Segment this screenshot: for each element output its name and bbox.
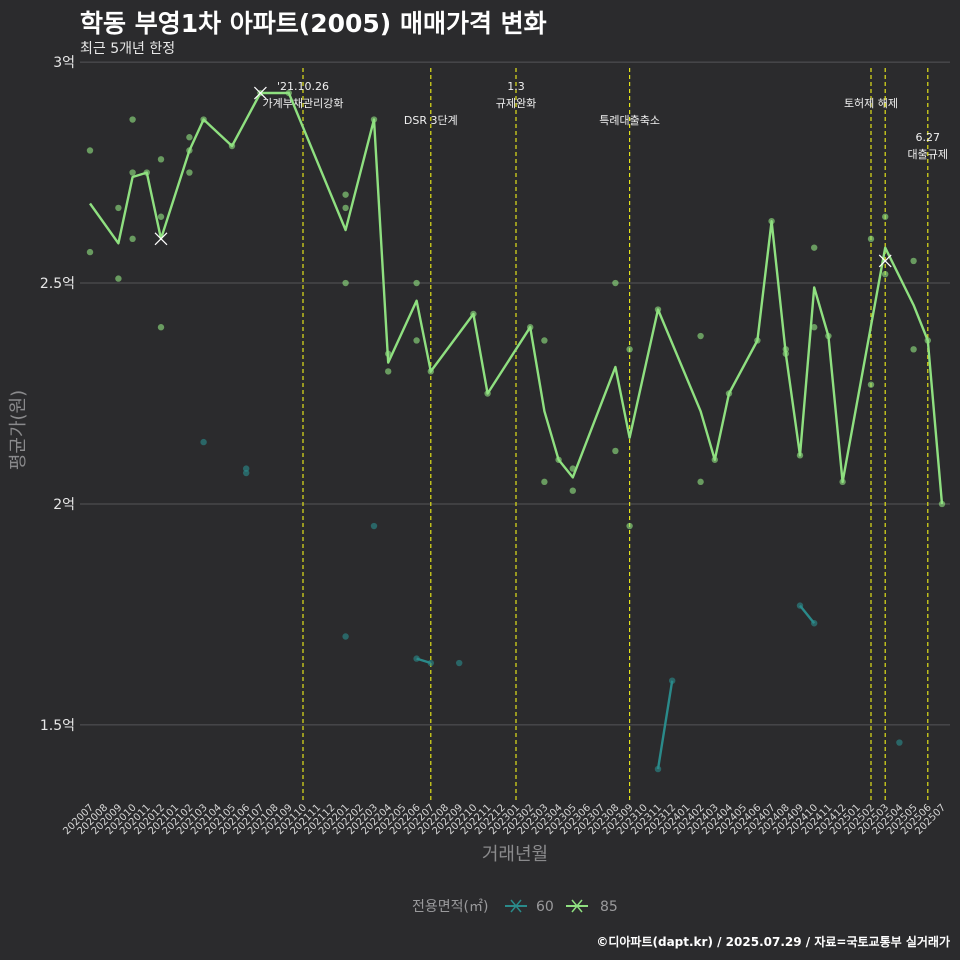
point-85 xyxy=(612,279,619,287)
point-60 xyxy=(243,469,250,477)
chart-subtitle: 최근 5개년 한정 xyxy=(80,41,176,57)
point-85 xyxy=(612,447,619,455)
axis-layer: 1.5억2억2.5억3억2020072020082020092020102020… xyxy=(40,55,948,837)
legend-85-cross-icon xyxy=(571,899,583,913)
y-tick-label: 3억 xyxy=(53,55,75,71)
point-85 xyxy=(115,204,122,212)
event-label: 6.27 xyxy=(916,131,941,144)
event-label: '21.10.26 xyxy=(277,80,329,93)
point-85 xyxy=(186,134,193,141)
point-85 xyxy=(129,116,136,123)
point-85 xyxy=(697,478,704,486)
event-label: 대출규제 xyxy=(908,148,948,161)
point-85 xyxy=(867,235,875,243)
legend-60-cross-icon xyxy=(510,899,522,913)
point-85 xyxy=(541,478,548,486)
point-60 xyxy=(669,677,676,684)
legend-label-85: 85 xyxy=(600,899,618,915)
point-85 xyxy=(413,279,420,287)
point-85 xyxy=(626,346,633,353)
source-caption: ©디아파트(dapt.kr) / 2025.07.29 / 자료=국토교통부 실… xyxy=(596,935,950,949)
point-85 xyxy=(86,147,94,154)
event-label: 토허제 해제 xyxy=(844,96,898,110)
legend: 전용면적(㎡) 60 85 xyxy=(412,899,618,915)
point-60 xyxy=(370,522,378,530)
point-85 xyxy=(342,204,349,212)
series-line-85 xyxy=(89,91,944,505)
series-line-60 xyxy=(799,604,816,625)
point-85 xyxy=(129,235,136,243)
x-axis-title: 거래년월 xyxy=(482,844,548,865)
y-tick-label: 2.5억 xyxy=(40,276,75,292)
point-85 xyxy=(569,487,576,494)
y-axis-title: 평균가(원) xyxy=(8,390,29,470)
point-85 xyxy=(811,244,818,251)
series-layer xyxy=(86,86,946,773)
point-60 xyxy=(456,659,463,667)
series-line-60 xyxy=(656,680,674,770)
point-60 xyxy=(896,739,903,746)
event-label: DSR 3단계 xyxy=(404,114,458,127)
point-85 xyxy=(882,270,889,278)
point-85 xyxy=(342,191,349,198)
point-85 xyxy=(811,324,818,331)
point-85 xyxy=(910,257,917,265)
event-label: 가계부채관리강화 xyxy=(263,97,344,110)
point-85 xyxy=(157,156,165,163)
legend-item-85: 85 xyxy=(566,899,618,915)
event-label: 1.3 xyxy=(507,80,525,93)
point-85 xyxy=(129,169,136,176)
point-85 xyxy=(910,346,917,353)
point-85 xyxy=(86,248,94,256)
point-85 xyxy=(157,213,165,220)
legend-title: 전용면적(㎡) xyxy=(412,899,488,915)
point-60 xyxy=(243,465,250,472)
chart-title: 학동 부영1차 아파트(2005) 매매가격 변화 xyxy=(80,9,547,38)
cross-marker-85 xyxy=(154,232,168,246)
cross-marker-85 xyxy=(878,254,892,268)
point-85 xyxy=(115,275,122,282)
legend-label-60: 60 xyxy=(536,899,554,915)
cross-marker-85 xyxy=(253,86,267,100)
point-60 xyxy=(342,633,349,640)
point-60 xyxy=(200,438,207,446)
y-tick-label: 1.5억 xyxy=(40,718,75,734)
series-line-60 xyxy=(416,657,432,665)
point-85 xyxy=(186,169,193,176)
point-85 xyxy=(867,381,875,388)
point-85 xyxy=(882,213,889,220)
point-85 xyxy=(157,324,165,331)
point-85 xyxy=(342,279,349,287)
grid-layer xyxy=(80,61,950,726)
point-85 xyxy=(626,522,633,530)
legend-item-60: 60 xyxy=(505,899,554,915)
point-85 xyxy=(697,332,704,340)
event-label: 특례대출축소 xyxy=(599,114,660,127)
event-label: 규제완화 xyxy=(496,97,536,110)
point-85 xyxy=(541,337,548,344)
point-85 xyxy=(413,337,420,344)
y-tick-label: 2억 xyxy=(53,497,75,513)
point-85 xyxy=(385,368,392,375)
